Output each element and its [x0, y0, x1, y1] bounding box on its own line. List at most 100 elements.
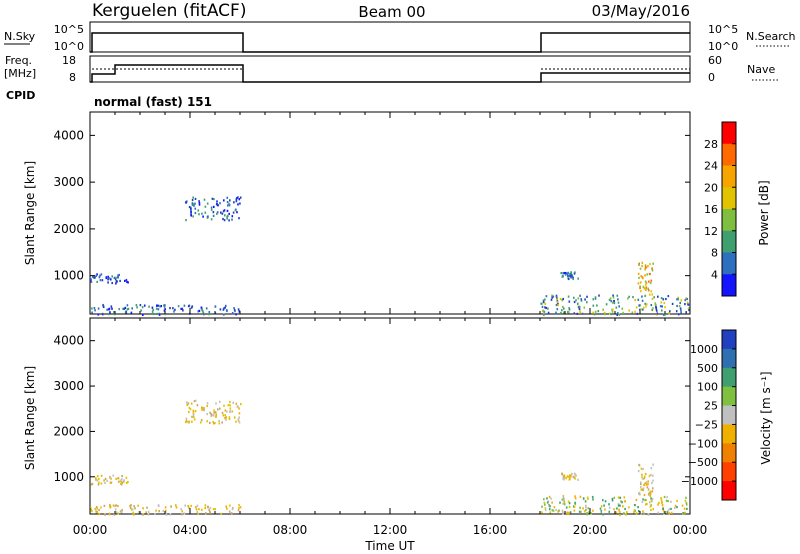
velocity-data-cell — [574, 501, 576, 504]
power-data-cell — [114, 277, 117, 281]
power-data-cell — [542, 301, 545, 304]
velocity-colorbar-tick-label: 100 — [697, 381, 718, 394]
velocity-data-cell — [666, 510, 669, 514]
velocity-data-cell — [670, 507, 672, 510]
power-data-cell — [111, 281, 113, 285]
velocity-data-cell — [221, 421, 223, 424]
velocity-data-cell — [676, 499, 678, 502]
velocity-colorbar-frame — [721, 329, 737, 501]
power-data-cell — [634, 299, 636, 302]
nsearch-tick-bottom: 10^0 — [708, 40, 738, 53]
power-data-cell — [216, 212, 218, 215]
velocity-colorbar-segment — [722, 386, 736, 407]
velocity-data-cell — [650, 508, 652, 512]
power-data-cell — [169, 307, 171, 310]
power-data-cell — [232, 211, 235, 214]
power-data-cell — [618, 305, 620, 308]
power-data-cell — [163, 309, 166, 312]
power-data-cell — [576, 302, 579, 305]
velocity-data-cell — [233, 416, 236, 419]
velocity-data-cell — [662, 509, 665, 512]
power-data-cell — [560, 272, 562, 275]
power-data-cell — [192, 203, 195, 206]
power-data-cell — [191, 305, 194, 308]
power-data-cell — [583, 306, 586, 309]
velocity-data-cell — [210, 413, 213, 416]
freq-trace — [90, 64, 690, 83]
power-data-cell — [592, 311, 595, 314]
power-data-cell — [173, 310, 175, 313]
velocity-data-cell — [208, 510, 211, 513]
power-data-cell — [91, 311, 93, 314]
velocity-data-cell — [579, 506, 581, 509]
power-data-cell — [638, 276, 640, 279]
nsky-panel-frame — [89, 21, 691, 53]
power-data-cell — [644, 280, 647, 283]
power-data-cell — [660, 297, 663, 300]
power-data-cell — [604, 313, 606, 316]
power-data-cell — [228, 204, 231, 207]
power-data-cell — [656, 312, 659, 315]
power-data-cell — [202, 215, 204, 218]
power-data-cell — [577, 277, 579, 280]
velocity-data-cell — [229, 504, 231, 507]
velocity-data-cell — [569, 511, 572, 514]
velocity-data-cell — [96, 507, 98, 510]
power-data-cell — [639, 304, 642, 307]
power-data-cell — [113, 311, 115, 314]
velocity-data-cell — [548, 508, 551, 511]
power-data-cell — [197, 310, 200, 313]
power-data-cell — [615, 306, 618, 309]
velocity-data-cell — [229, 400, 231, 404]
power-data-cell — [675, 310, 678, 313]
power-data-cell — [198, 203, 201, 206]
velocity-data-cell — [652, 474, 654, 477]
power-data-cell — [106, 308, 108, 311]
velocity-data-cell — [591, 495, 594, 499]
power-data-cell — [158, 313, 161, 316]
power-data-cell — [637, 298, 640, 301]
power-data-cell — [634, 310, 636, 313]
nave-tick-bottom: 0 — [708, 71, 715, 84]
velocity-data-cell — [108, 513, 111, 516]
power-data-cell — [231, 218, 233, 221]
power-data-cell — [208, 311, 211, 314]
power-data-cell — [570, 276, 572, 279]
power-data-cell — [117, 276, 119, 279]
power-data-cell — [163, 304, 165, 307]
velocity-data-cell — [641, 500, 644, 504]
velocity-data-cell — [129, 506, 132, 509]
velocity-data-cell — [617, 503, 620, 506]
velocity-data-cell — [642, 487, 645, 490]
velocity-data-cell — [213, 411, 215, 414]
velocity-data-cell — [213, 422, 215, 425]
power-data-cell — [152, 308, 154, 311]
power-data-cell — [198, 309, 201, 312]
velocity-data-cell — [660, 498, 663, 501]
power-data-cell — [222, 308, 225, 311]
velocity-data-regions — [90, 399, 688, 517]
velocity-data-cell — [226, 507, 228, 510]
power-ytick-label: 2000 — [53, 222, 84, 236]
power-data-cell — [99, 279, 102, 282]
power-data-cell — [190, 211, 192, 214]
power-data-cell — [580, 298, 582, 301]
power-data-cell — [562, 297, 564, 301]
velocity-data-cell — [685, 502, 688, 505]
velocity-data-cell — [600, 505, 603, 508]
power-data-cell — [159, 305, 161, 308]
x-tick-label: 08:00 — [273, 523, 308, 537]
velocity-data-cell — [619, 514, 621, 517]
power-data-cell — [637, 282, 640, 285]
velocity-data-cell — [154, 512, 156, 516]
velocity-data-cell — [586, 496, 589, 499]
velocity-data-cell — [115, 477, 117, 480]
velocity-data-cell — [181, 513, 183, 516]
velocity-data-cell — [109, 481, 112, 484]
power-data-cell — [644, 264, 647, 267]
power-data-cell — [227, 214, 229, 217]
power-data-cell — [116, 280, 118, 283]
velocity-data-cell — [651, 497, 654, 501]
velocity-data-cell — [207, 506, 209, 509]
velocity-data-cell — [621, 501, 623, 504]
